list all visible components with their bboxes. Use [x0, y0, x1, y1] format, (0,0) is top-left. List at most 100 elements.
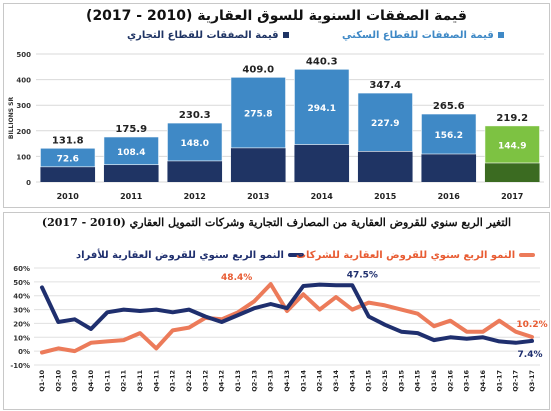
x-tick-label: Q3-13 — [267, 370, 275, 392]
x-tick-label: Q1-14 — [299, 370, 307, 392]
x-tick-label: 2012 — [184, 192, 206, 201]
y-tick-label: 500 — [16, 51, 31, 59]
y-axis-label: BILLIONS SR — [8, 97, 15, 140]
annotation-companies-last: 10.2% — [516, 320, 547, 330]
data-label-residential: 72.6 — [57, 155, 79, 165]
data-label-total: 265.6 — [433, 101, 465, 112]
y-tick-label: 20% — [13, 320, 30, 328]
data-label-total: 219.2 — [496, 113, 528, 124]
x-tick-label: Q1-12 — [169, 370, 177, 392]
bar-commercial-2014 — [294, 144, 350, 182]
x-tick-label: Q2-13 — [250, 370, 258, 392]
x-tick-label: 2010 — [57, 192, 80, 201]
legend-individuals-swatch — [287, 253, 304, 257]
x-tick-label: Q3-12 — [201, 370, 209, 392]
x-tick-label: Q1-11 — [103, 370, 111, 392]
legend-companies-swatch — [519, 253, 536, 257]
top-chart-title: قيمة الصفقات السنوية للسوق العقارية (201… — [86, 8, 467, 24]
data-label-residential: 227.9 — [371, 119, 399, 129]
x-tick-label: Q2-15 — [381, 370, 389, 392]
legend-commercial-label: قيمة الصفقات للقطاع التجاري — [127, 30, 279, 41]
x-tick-label: Q4-14 — [348, 370, 356, 392]
bar-residential-2014 — [294, 68, 350, 145]
x-tick-label: Q3-16 — [463, 370, 471, 392]
legend-residential: قيمة الصفقات للقطاع السكني — [342, 30, 504, 41]
data-label-residential: 144.9 — [498, 141, 526, 151]
x-tick-label: Q2-17 — [512, 370, 520, 392]
legend-individuals: النمو الربع سنوي للقروض العقارية للأفراد — [76, 250, 304, 261]
x-tick-label: Q1-17 — [495, 370, 503, 392]
data-label-residential: 156.2 — [435, 131, 463, 141]
x-tick-label: Q4-16 — [479, 370, 487, 392]
x-tick-label: Q3-14 — [332, 370, 340, 392]
y-tick-label: 50% — [13, 279, 30, 287]
x-tick-label: Q1-15 — [365, 370, 373, 392]
x-tick-label: 2016 — [438, 192, 461, 201]
x-tick-label: Q4-12 — [218, 370, 226, 392]
bar-residential-2012 — [167, 122, 223, 162]
data-label-total: 131.8 — [52, 135, 84, 146]
data-label-total: 409.0 — [242, 64, 274, 75]
data-label-residential: 294.1 — [308, 104, 336, 114]
data-label-total: 175.9 — [115, 124, 147, 135]
x-tick-label: Q1-10 — [38, 370, 46, 392]
bar-commercial-2011 — [103, 164, 159, 182]
bar-commercial-2013 — [230, 147, 286, 182]
x-tick-label: Q2-14 — [316, 370, 324, 392]
x-tick-label: Q2-12 — [185, 370, 193, 392]
bar-commercial-2016 — [421, 153, 477, 182]
bottom-chart-title: التغير الربع سنوي للقروض العقارية من الم… — [41, 216, 512, 229]
top-chart-plot: 0 100 200 300 400 500 BILLIONS SR 72.6 131.8 2010… — [8, 51, 544, 201]
quarterly-loans-chart: التغير الربع سنوي للقروض العقارية من الم… — [3, 212, 550, 410]
bar-commercial-2015 — [357, 151, 413, 182]
x-tick-label: Q4-10 — [87, 370, 95, 392]
annotation-individuals-peak: 47.5% — [347, 270, 378, 280]
x-tick-label: Q3-17 — [528, 370, 536, 392]
data-label-residential: 275.8 — [244, 110, 272, 120]
x-tick-label: Q4-15 — [414, 370, 422, 392]
y-tick-label: 200 — [16, 128, 31, 136]
x-tick-label: Q3-11 — [136, 370, 144, 392]
y-tick-label: 10% — [13, 334, 30, 342]
y-tick-label: 300 — [16, 102, 31, 110]
annotation-companies-peak: 48.4% — [221, 273, 252, 283]
line-individuals — [40, 282, 534, 345]
x-tick-label: Q2-11 — [120, 370, 128, 392]
line-companies — [40, 282, 534, 355]
x-tick-label: Q4-11 — [152, 370, 160, 392]
legend-residential-swatch — [497, 32, 504, 38]
legend-companies: النمو الربع سنوي للقروض العقارية للشركات — [296, 250, 536, 261]
y-tick-label: 60% — [13, 265, 30, 273]
annual-transactions-chart: قيمة الصفقات السنوية للسوق العقارية (201… — [3, 3, 550, 208]
bar-commercial-2017 — [484, 162, 540, 182]
x-tick-label: 2015 — [374, 192, 397, 201]
x-tick-label: 2017 — [501, 192, 523, 201]
bar-commercial-2012 — [167, 160, 223, 182]
data-label-total: 440.3 — [306, 56, 338, 67]
legend-individuals-label: النمو الربع سنوي للقروض العقارية للأفراد — [76, 250, 284, 261]
y-tick-label: 0 — [26, 179, 31, 187]
bar-residential-2017 — [484, 125, 540, 164]
x-tick-label: Q3-10 — [71, 370, 79, 392]
bar-residential-2011 — [103, 136, 159, 166]
annotation-individuals-last: 7.4% — [518, 350, 543, 360]
legend-commercial-swatch — [282, 32, 289, 38]
y-tick-label: 30% — [13, 307, 30, 315]
x-tick-label: Q2-10 — [54, 370, 62, 392]
x-tick-label: 2014 — [311, 192, 334, 201]
x-tick-label: Q1-13 — [234, 370, 242, 392]
bar-residential-2015 — [357, 92, 413, 152]
y-tick-label: 100 — [16, 153, 31, 161]
bottom-chart-plot: 60% 50% 40% 30% 20% 10% 0% -10% Q1-10 Q2-10 Q3-10 Q… — [10, 265, 547, 392]
x-tick-label: Q2-16 — [446, 370, 454, 392]
bar-residential-2013 — [230, 76, 286, 149]
x-tick-label: 2011 — [120, 192, 143, 201]
legend-residential-label: قيمة الصفقات للقطاع السكني — [342, 30, 494, 41]
y-tick-label: 40% — [13, 293, 30, 301]
bar-residential-2010 — [40, 147, 96, 168]
y-tick-label: 0% — [18, 348, 30, 356]
bar-commercial-2010 — [40, 166, 96, 182]
bar-residential-2016 — [421, 113, 477, 155]
data-label-residential: 148.0 — [181, 139, 209, 149]
data-label-total: 347.4 — [369, 80, 401, 91]
